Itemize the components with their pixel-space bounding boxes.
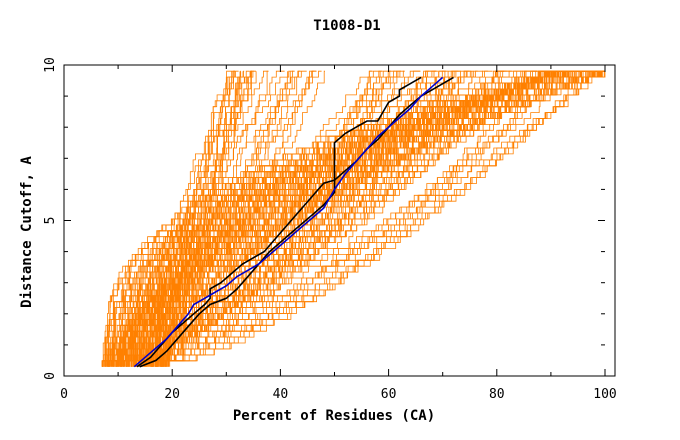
model-curve <box>138 70 605 367</box>
highlighted-model-curves <box>133 76 454 368</box>
model-curve <box>131 70 235 367</box>
model-curve <box>132 70 550 367</box>
y-tick-label: 10 <box>43 57 58 73</box>
x-tick-label: 0 <box>60 387 68 402</box>
model-curve <box>155 70 575 367</box>
chart-title: T1008-D1 <box>313 18 380 34</box>
model-curve <box>108 70 269 367</box>
model-curve <box>152 70 593 367</box>
model-curve <box>102 70 575 367</box>
y-axis-label: Distance Cutoff, A <box>19 156 35 308</box>
model-curve <box>111 71 257 367</box>
x-tick-label: 80 <box>489 387 505 402</box>
background-model-curves <box>101 70 606 367</box>
model-curve <box>119 70 468 367</box>
model-curve <box>134 70 570 367</box>
y-tick-label: 0 <box>43 372 58 380</box>
y-axis: 0 5 10 <box>43 57 605 380</box>
x-axis: 0 20 40 60 80 100 <box>60 65 617 402</box>
model-curve <box>157 70 592 367</box>
highlighted-curve <box>139 76 454 368</box>
x-tick-label: 20 <box>164 387 180 402</box>
highlighted-curve <box>136 76 422 368</box>
model-curve <box>141 70 239 367</box>
x-tick-label: 60 <box>381 387 397 402</box>
model-curve <box>110 70 605 367</box>
highlighted-curve <box>133 76 444 368</box>
model-curve <box>116 70 235 367</box>
y-tick-label: 5 <box>43 217 58 225</box>
model-curve <box>123 70 561 367</box>
model-curve <box>162 70 578 367</box>
x-tick-label: 100 <box>593 387 616 402</box>
x-tick-label: 40 <box>273 387 289 402</box>
x-axis-label: Percent of Residues (CA) <box>233 408 435 424</box>
model-curve <box>157 70 605 367</box>
model-curve <box>161 70 573 367</box>
